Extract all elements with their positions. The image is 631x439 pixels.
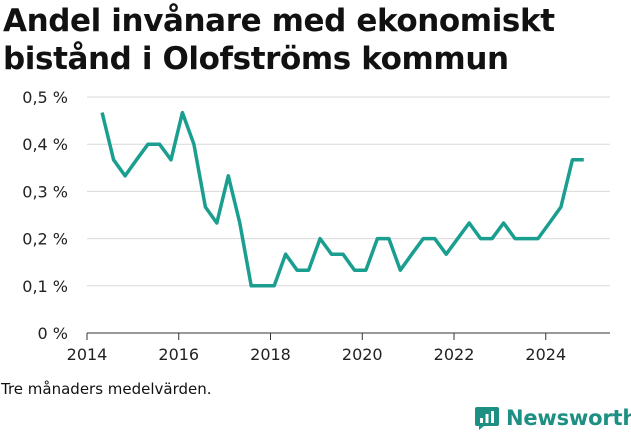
series-lines <box>100 110 584 288</box>
x-tick-label: 2024 <box>525 345 566 364</box>
y-tick-label: 0,4 % <box>22 135 68 154</box>
x-tick-label: 2016 <box>158 345 199 364</box>
x-tick-label: 2014 <box>67 345 108 364</box>
chart-title: Andel invånare med ekonomiskt bistånd i … <box>3 3 555 77</box>
y-tick-label: 0,3 % <box>22 182 68 201</box>
brand-name: Newsworthy <box>506 406 631 430</box>
x-axis-ticks: 2014 2016 2018 2020 2022 2024 <box>67 332 610 364</box>
y-tick-label: 0,5 % <box>22 88 68 107</box>
chart-caption: Tre månaders medelvärden. <box>1 380 212 398</box>
x-tick-label: 2018 <box>250 345 291 364</box>
series-line <box>100 110 584 288</box>
y-tick-label: 0,1 % <box>22 277 68 296</box>
x-tick-label: 2020 <box>342 345 383 364</box>
grid-lines <box>87 96 610 287</box>
brand-logo: Newsworthy <box>474 405 631 431</box>
newsworthy-logo-icon <box>475 407 499 430</box>
y-tick-label: 0,2 % <box>22 230 68 249</box>
y-axis-ticks: 0 % 0,1 % 0,2 % 0,3 % 0,4 % 0,5 % <box>22 88 68 343</box>
x-tick-label: 2022 <box>434 345 475 364</box>
y-tick-label: 0 % <box>38 324 68 343</box>
